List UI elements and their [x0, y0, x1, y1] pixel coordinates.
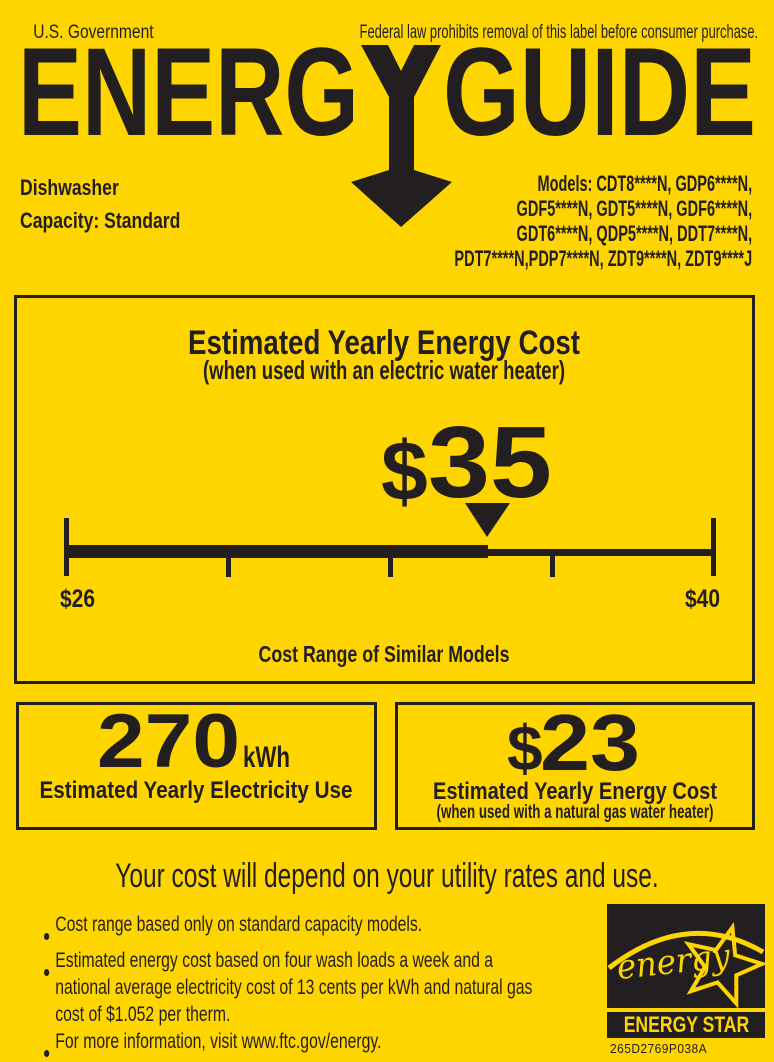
gas-cost-display: $ 23 Estimated Yearly Energy Cost (when …	[433, 702, 717, 823]
electricity-value: 270	[97, 702, 240, 784]
gauge-max-label: $40	[685, 585, 720, 613]
panel-subheading: (when used with an electric water heater…	[203, 355, 565, 385]
federal-law-notice: Federal law prohibits removal of this la…	[359, 22, 758, 43]
product-block: Dishwasher Capacity: Standard	[20, 171, 180, 237]
footnote-item: Cost range based only on standard capaci…	[44, 911, 532, 947]
energyguide-logotype: ENERG GUIDE	[18, 23, 756, 227]
panel-heading: Estimated Yearly Energy Cost	[188, 324, 580, 362]
cost-gauge: Estimated Yearly Energy Cost (when used …	[60, 324, 720, 667]
footnotes: Cost range based only on standard capaci…	[44, 911, 532, 1062]
part-number: 265D2769P038A	[610, 1041, 708, 1056]
gauge-min-label: $26	[60, 585, 95, 613]
electricity-label: Estimated Yearly Electricity Use	[40, 777, 353, 804]
footnote-line: Estimated energy cost based on four wash…	[55, 949, 494, 972]
energy-star-wordmark-bar: ENERGY STAR	[607, 1012, 765, 1038]
models-block: Models: CDT8****N, GDP6****N, GDF5****N,…	[454, 171, 752, 271]
product-type: Dishwasher	[20, 175, 119, 200]
down-arrow-icon	[351, 45, 452, 227]
gauge-max-tick	[711, 518, 716, 576]
estimated-cost-panel	[14, 295, 755, 684]
footnote-text: For more information, visit www.ftc.gov/…	[55, 1030, 382, 1053]
title-part-energ: ENERG	[18, 23, 359, 162]
gauge-mid-tick	[388, 556, 393, 577]
energy-star-graphics	[607, 921, 765, 1008]
footnote-line: cost of $1.052 per therm.	[55, 1003, 231, 1026]
utility-rates-headline: Your cost will depend on your utility ra…	[115, 857, 659, 895]
title-part-guide: GUIDE	[443, 23, 756, 162]
electricity-use-display: 270 kWh Estimated Yearly Electricity Use	[40, 702, 353, 804]
gas-cost-box	[395, 702, 755, 830]
bullet-dot-icon	[44, 969, 50, 976]
footnote-item: For more information, visit www.ftc.gov/…	[44, 1028, 532, 1062]
gas-cost-value: 23	[540, 702, 640, 787]
arc-swoosh-icon	[607, 930, 765, 970]
gauge-min-tick	[64, 518, 69, 576]
gauge-mid-tick	[226, 556, 231, 577]
footnote-item: Estimated energy cost based on four wash…	[44, 947, 532, 1028]
bullet-dot-icon	[44, 933, 50, 940]
product-capacity: Capacity: Standard	[20, 208, 181, 233]
models-line: GDT6****N, QDP5****N, DDT7****N,	[516, 221, 752, 246]
footnote-line: national average electricity cost of 13 …	[55, 976, 533, 999]
gauge-pointer-icon	[465, 503, 510, 537]
models-line: Models: CDT8****N, GDP6****N,	[537, 171, 752, 196]
gauge-filled-bar	[64, 545, 488, 558]
bullet-dot-icon	[44, 1050, 50, 1057]
gas-cost-label: Estimated Yearly Energy Cost	[433, 778, 717, 805]
models-line: PDT7****N,PDP7****N, ZDT9****N, ZDT9****…	[454, 246, 752, 271]
star-outline-icon	[683, 921, 765, 1008]
gauge-mid-tick	[550, 556, 555, 577]
energy-star-wordmark: ENERGY STAR	[623, 1012, 749, 1037]
gas-cost-sublabel: (when used with a natural gas water heat…	[437, 802, 714, 823]
gauge-caption: Cost Range of Similar Models	[259, 641, 510, 667]
cost-currency: $	[381, 424, 428, 518]
electricity-use-box	[16, 702, 377, 830]
gas-cost-currency: $	[507, 712, 543, 784]
electricity-unit: kWh	[243, 741, 290, 774]
footnote-text: Cost range based only on standard capaci…	[55, 913, 423, 936]
energy-star-logo: energy	[607, 904, 765, 1008]
us-government-text: U.S. Government	[33, 22, 154, 43]
cost-value: 35	[428, 407, 552, 519]
models-line: GDF5****N, GDT5****N, GDF6****N,	[516, 196, 752, 221]
footnote-text: Estimated energy cost based on four wash…	[55, 947, 532, 1028]
